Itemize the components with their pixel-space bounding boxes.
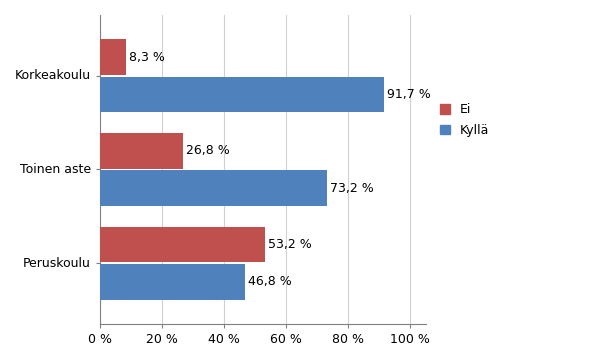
Bar bbox=[100, 227, 265, 262]
Text: 46,8 %: 46,8 % bbox=[248, 275, 292, 288]
Bar bbox=[100, 264, 245, 300]
Text: 73,2 %: 73,2 % bbox=[330, 182, 374, 195]
Legend: Ei, Kyllä: Ei, Kyllä bbox=[435, 99, 495, 142]
Bar bbox=[100, 133, 183, 169]
Text: 8,3 %: 8,3 % bbox=[129, 51, 165, 64]
Text: 53,2 %: 53,2 % bbox=[268, 238, 312, 251]
Bar bbox=[100, 170, 327, 206]
Bar bbox=[100, 39, 126, 75]
Text: 26,8 %: 26,8 % bbox=[186, 144, 230, 157]
Bar bbox=[100, 77, 385, 112]
Text: 91,7 %: 91,7 % bbox=[388, 88, 431, 101]
